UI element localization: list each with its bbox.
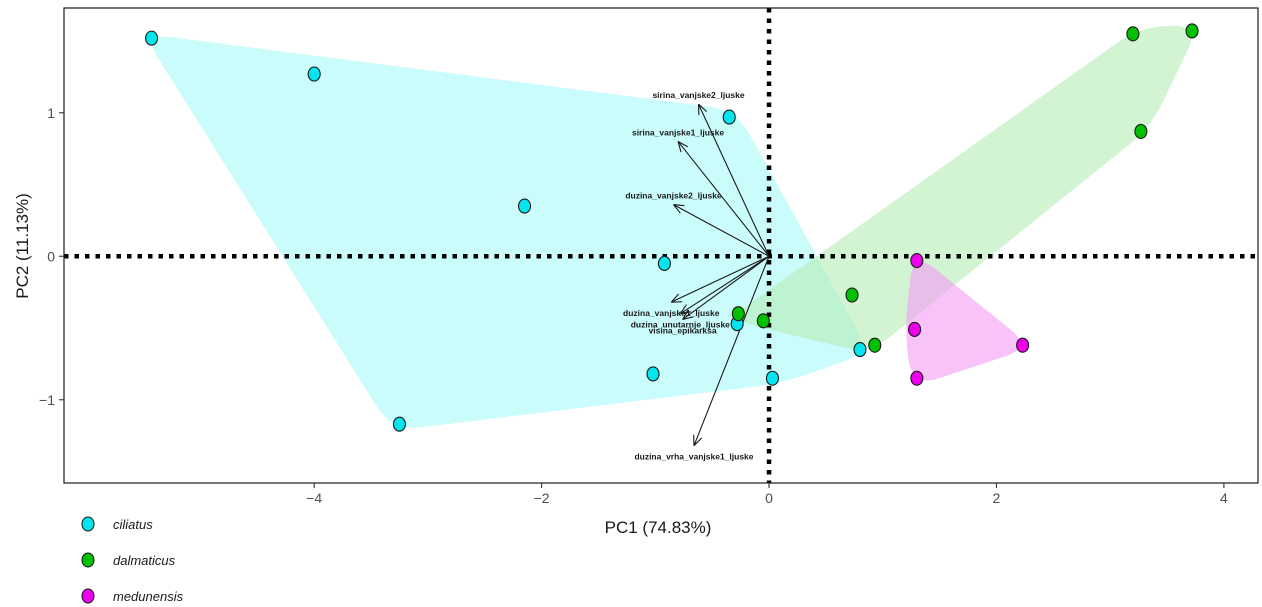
arrowhead-3-1 xyxy=(670,293,679,303)
x-tick-label: 2 xyxy=(993,490,1001,506)
hull-dalmaticus xyxy=(735,25,1192,349)
loading-arrow-duzina_vrha_vanjske1_ljuske xyxy=(693,256,770,446)
axes: −4 −2 0 2 4 −1 0 1 xyxy=(39,105,1228,506)
point-dalmaticus xyxy=(756,313,770,329)
arrowhead-2-0 xyxy=(673,204,681,214)
loading-arrow-duzina_unutarnje_ljuske xyxy=(680,255,770,315)
x-axis-title: PC1 (74.83%) xyxy=(605,518,712,537)
loading-arrows: sirina_vanjske2_ljuske sirina_vanjske1_lj… xyxy=(623,90,770,462)
loading-arrow-duzina_vanjske1_ljuske xyxy=(671,255,770,303)
point-ciliatus xyxy=(657,255,671,271)
arrowhead-4-1 xyxy=(679,304,687,314)
point-dalmaticus xyxy=(1134,123,1148,139)
hull-medunensis xyxy=(906,261,1021,381)
point-ciliatus xyxy=(392,416,407,432)
loading-label: duzina_vrha_vanjske1_ljuske xyxy=(634,452,753,462)
point-ciliatus xyxy=(145,30,159,46)
arrowhead-5-1 xyxy=(682,309,689,320)
point-medunensis xyxy=(910,370,924,386)
x-tick-label: −4 xyxy=(306,490,322,506)
point-medunensis xyxy=(910,253,924,269)
point-ciliatus xyxy=(517,198,532,214)
legend-key-dalmaticus xyxy=(81,552,95,568)
x-tick-label: 4 xyxy=(1220,490,1228,506)
hull-ciliatus xyxy=(152,36,861,428)
point-dalmaticus xyxy=(1185,23,1199,39)
point-ciliatus xyxy=(765,370,779,386)
arrowhead-0-1 xyxy=(698,103,708,112)
loading-label: visina_epikarksa xyxy=(649,325,717,335)
group-hulls xyxy=(152,25,1192,428)
loading-arrow-duzina_vanjske2_ljuske xyxy=(673,204,770,257)
arrowhead-1-0 xyxy=(677,141,682,153)
loading-label: sirina_vanjske2_ljuske xyxy=(652,90,744,100)
y-tick-label: 0 xyxy=(47,248,55,264)
legend-label-dalmaticus: dalmaticus xyxy=(113,553,176,568)
point-dalmaticus xyxy=(731,306,745,322)
y-tick-label: −1 xyxy=(39,392,55,408)
legend-key-medunensis xyxy=(81,588,95,604)
point-dalmaticus xyxy=(845,287,859,303)
loading-label: duzina_vanjske1_ljuske xyxy=(623,308,720,318)
arrowhead-2-1 xyxy=(673,204,685,207)
legend: ciliatus dalmaticus medunensis xyxy=(81,516,184,604)
loading-arrow-sirina_vanjske1_ljuske xyxy=(677,141,770,257)
loading-label: duzina_unutarnje_ljuske xyxy=(631,320,730,330)
arrowhead-6-0 xyxy=(693,437,703,447)
x-tick-label: −2 xyxy=(534,490,550,506)
loading-arrow-sirina_vanjske2_ljuske xyxy=(698,103,770,257)
point-ciliatus xyxy=(722,109,736,125)
plot-panel-border xyxy=(63,7,1259,484)
arrowhead-4-0 xyxy=(680,311,692,315)
x-tick-label: 0 xyxy=(765,490,773,506)
point-ciliatus xyxy=(853,341,867,358)
point-dalmaticus xyxy=(1126,26,1140,42)
data-points xyxy=(145,23,1199,432)
loading-arrow-visina_epikarksa xyxy=(682,255,770,320)
arrowhead-5-0 xyxy=(682,316,694,320)
point-medunensis xyxy=(908,321,922,338)
y-tick-label: 1 xyxy=(47,105,55,121)
loading-label: duzina_vanjske2_ljuske xyxy=(625,191,722,201)
legend-key-ciliatus xyxy=(81,516,95,532)
point-medunensis xyxy=(1016,337,1030,353)
arrowhead-1-1 xyxy=(677,140,688,148)
legend-label-ciliatus: ciliatus xyxy=(113,517,153,532)
loading-label: sirina_vanjske1_ljuske xyxy=(632,127,724,137)
point-ciliatus xyxy=(307,66,321,82)
legend-label-medunensis: medunensis xyxy=(113,589,184,604)
y-axis-title: PC2 (11.13%) xyxy=(13,193,32,299)
point-dalmaticus xyxy=(868,337,882,353)
point-ciliatus xyxy=(646,366,660,382)
